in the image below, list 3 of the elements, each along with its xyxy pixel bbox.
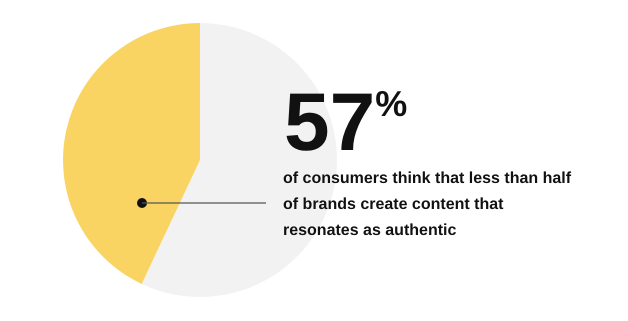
text: 57% bbox=[284, 77, 408, 168]
text: of consumers think that less than half of brands create content that resonates as authentic bbox=[283, 170, 572, 239]
pie-slice bbox=[63, 23, 200, 284]
